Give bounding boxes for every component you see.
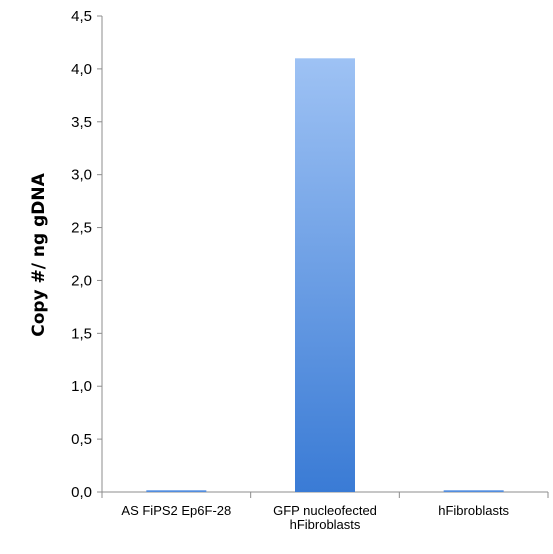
y-tick-label: 2,0 — [71, 272, 92, 289]
x-category-label: AS FiPS2 Ep6F-28 — [121, 503, 231, 518]
y-tick-label: 0,0 — [71, 484, 92, 501]
x-category-label: GFP nucleofected — [273, 503, 377, 518]
y-tick-label: 1,5 — [71, 325, 92, 342]
y-tick-label: 0,5 — [71, 431, 92, 448]
y-tick-label: 1,0 — [71, 378, 92, 395]
x-category-label: hFibroblasts — [438, 503, 509, 518]
y-tick-label: 3,0 — [71, 167, 92, 184]
x-category-label: hFibroblasts — [290, 517, 361, 532]
y-tick-label: 3,5 — [71, 114, 92, 131]
y-axis-title: Copy #/ ng gDNA — [29, 172, 49, 336]
bar — [443, 490, 504, 492]
y-tick-label: 2,5 — [71, 220, 92, 237]
y-tick-label: 4,5 — [71, 8, 92, 25]
bar — [295, 58, 355, 493]
plot-area: 0,0 0,5 1,0 1,5 2,0 2,5 3,0 3,5 4,0 4,5 AS FiPS2 E… — [71, 8, 549, 532]
y-tick-label: 4,0 — [71, 61, 92, 78]
bar — [146, 490, 207, 492]
